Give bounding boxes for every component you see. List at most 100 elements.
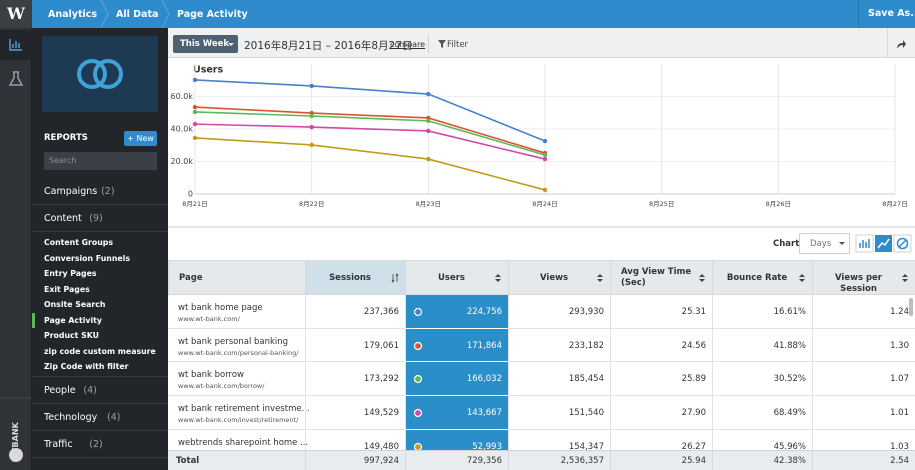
- total-value: 42.38%: [773, 456, 806, 466]
- table-row[interactable]: wt bank personal banking www.wt-bank.com/…: [168, 328, 915, 363]
- table-cell: 1.03: [812, 429, 915, 450]
- sort-glyph: [799, 274, 805, 282]
- menu-group[interactable]: Traffic (2): [32, 431, 168, 458]
- table-cell: 185,454: [508, 362, 610, 397]
- cell-value: 52,993: [472, 441, 502, 450]
- save-button[interactable]: Save As...: [858, 0, 915, 28]
- new-button[interactable]: + New: [124, 131, 157, 146]
- x-tick-label: 8月21日: [182, 200, 207, 208]
- table-cell: 179,061: [305, 328, 405, 363]
- menu-item[interactable]: Content Groups: [32, 235, 168, 251]
- sort-glyph: [699, 274, 705, 282]
- table-cell: 149,529: [305, 396, 405, 430]
- table-cell: 224,756: [405, 295, 508, 329]
- column-header[interactable]: Avg View Time (Sec): [610, 261, 712, 294]
- menu-item[interactable]: Onsite Search: [32, 297, 168, 313]
- data-point: [542, 152, 548, 158]
- cell-value: 151,540: [568, 408, 604, 419]
- total-cell: 2.54: [812, 451, 915, 470]
- menu-group[interactable]: People (4): [32, 377, 168, 404]
- menu-group-label: Technology: [44, 411, 98, 423]
- menu-item[interactable]: Page Activity: [32, 312, 168, 328]
- column-label: Views: [539, 273, 569, 283]
- menu-group[interactable]: Content (9): [32, 205, 168, 232]
- chart: Users 0 20.0k 40.0k 60.0k 8月21日 8月22日 8月23日 8月24…: [171, 64, 908, 208]
- column-header[interactable]: Views: [508, 261, 610, 294]
- caret: [228, 43, 234, 46]
- menu-item-label: Onsite Search: [44, 300, 106, 309]
- breadcrumb[interactable]: Analytics: [48, 9, 98, 20]
- column-label: Avg View Time (Sec): [621, 267, 692, 288]
- column-header[interactable]: Users: [405, 261, 508, 294]
- menu-item-label: Exit Pages: [44, 284, 90, 294]
- page-url: www.wt-bank.com/invest/retirement/: [178, 416, 299, 425]
- table-row[interactable]: wt bank home page www.wt-bank.com/237,366…: [168, 295, 915, 329]
- column-header[interactable]: Page: [168, 261, 305, 294]
- icon-rail: WTBANK: [0, 28, 32, 470]
- chart-type-label: Chart: [773, 239, 800, 249]
- cell-value: 25.31: [681, 307, 706, 317]
- avatar[interactable]: [9, 448, 23, 462]
- menu-group[interactable]: Campaigns (2): [32, 178, 168, 205]
- menu-item[interactable]: Product SKU: [32, 328, 168, 344]
- menu-item[interactable]: zip code custom measure: [32, 344, 168, 360]
- interval-select[interactable]: Days: [799, 233, 850, 254]
- scrollbar[interactable]: [909, 298, 913, 316]
- sort-icon: [902, 274, 908, 282]
- cell-value: 25.89: [681, 374, 706, 385]
- data-point: [309, 113, 314, 119]
- cell-value: 143,667: [466, 408, 502, 419]
- data-point: [426, 91, 431, 97]
- cell-value: 1.07: [890, 374, 909, 385]
- column-label: Users: [438, 273, 465, 283]
- menu-group-count: (9): [89, 213, 103, 224]
- period-button[interactable]: This Week: [173, 35, 238, 53]
- menu-item[interactable]: Entry Pages: [32, 266, 168, 282]
- menu-item[interactable]: Conversion Funnels: [32, 251, 168, 267]
- indicator-dot: [413, 375, 423, 384]
- brand-logo: [42, 36, 158, 112]
- table-cell: 52,993: [405, 429, 508, 450]
- cell-value: 293,930: [568, 307, 604, 317]
- flask-icon[interactable]: [8, 71, 24, 86]
- logo[interactable]: W: [0, 0, 32, 28]
- menu-item-label: Page Activity: [44, 315, 102, 325]
- bar-chart-icon[interactable]: [855, 234, 874, 253]
- menu-group[interactable]: Technology (4): [32, 404, 168, 431]
- data-point: [542, 138, 548, 144]
- column-header[interactable]: Bounce Rate: [712, 261, 812, 294]
- indicator-dot: [413, 307, 423, 317]
- table-cell: 171,864: [405, 328, 508, 363]
- menu-group-label: Traffic: [44, 438, 73, 450]
- total-cell: 997,924: [305, 451, 405, 470]
- menu-group-count: (4): [107, 411, 121, 423]
- table-row[interactable]: webtrends sharepoint home ... 149,480 52,9…: [168, 429, 915, 450]
- breadcrumb[interactable]: All Data: [116, 9, 159, 20]
- account-name[interactable]: WTBANK: [11, 422, 20, 462]
- menu-item[interactable]: Zip Code with filter: [32, 359, 168, 375]
- cell-value: 171,864: [466, 340, 502, 351]
- cell-value: 30.52%: [773, 374, 806, 385]
- x-tick-label: 8月24日: [532, 200, 557, 208]
- compare-link[interactable]: compare: [390, 40, 426, 49]
- chart-icon[interactable]: [9, 39, 22, 51]
- menu-item[interactable]: Exit Pages: [32, 282, 168, 298]
- cell-value: 149,480: [363, 441, 399, 450]
- brand-mark: [77, 59, 123, 89]
- data-point: [426, 128, 431, 134]
- table-row[interactable]: wt bank retirement investme... www.wt-ban…: [168, 396, 915, 430]
- page-name: wt bank retirement investme...: [178, 404, 310, 415]
- table-cell: 45.96%: [712, 429, 812, 450]
- search-input[interactable]: Search: [44, 152, 157, 170]
- column-label: Page: [179, 273, 203, 283]
- breadcrumb[interactable]: Page Activity: [177, 9, 248, 20]
- y-tick-label: 60.0k: [171, 92, 194, 101]
- column-header[interactable]: Sessions: [305, 261, 405, 294]
- cell-value: 26.27: [681, 441, 706, 450]
- table-row[interactable]: wt bank borrow www.wt-bank.com/borrow/173…: [168, 362, 915, 397]
- share-icon[interactable]: [895, 38, 907, 50]
- x-tick-label: 8月27日: [882, 200, 907, 208]
- filter-button[interactable]: Filter: [447, 40, 469, 50]
- column-header[interactable]: Views per Session: [812, 261, 915, 294]
- series-line: [194, 106, 546, 154]
